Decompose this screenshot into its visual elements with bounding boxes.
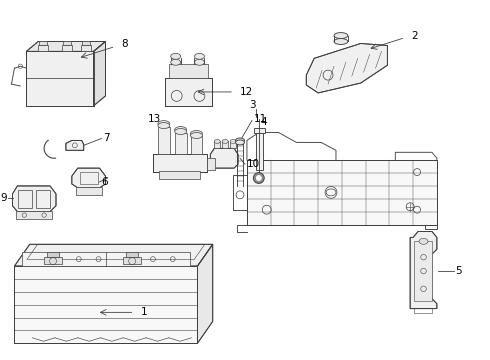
Bar [80, 172, 98, 184]
Text: 2: 2 [411, 31, 418, 41]
Bar [36, 190, 50, 208]
Bar [63, 41, 71, 45]
Ellipse shape [175, 127, 187, 132]
Polygon shape [26, 51, 94, 106]
Bar [81, 45, 91, 51]
Polygon shape [72, 168, 105, 188]
Ellipse shape [158, 123, 170, 129]
Polygon shape [197, 244, 213, 343]
Ellipse shape [158, 121, 170, 127]
Text: 5: 5 [456, 266, 462, 276]
Ellipse shape [175, 129, 187, 135]
Ellipse shape [334, 39, 348, 45]
Ellipse shape [222, 139, 228, 143]
Bar [123, 257, 141, 264]
Polygon shape [94, 41, 105, 106]
Ellipse shape [171, 53, 181, 59]
Bar [222, 141, 228, 148]
Bar [44, 257, 62, 264]
Bar [256, 129, 263, 170]
Ellipse shape [214, 139, 220, 143]
Bar [207, 158, 215, 170]
Bar [82, 41, 90, 45]
Text: 3: 3 [249, 100, 256, 110]
Bar [159, 171, 200, 179]
Ellipse shape [191, 132, 202, 139]
Ellipse shape [195, 53, 204, 59]
Polygon shape [66, 140, 84, 150]
Text: 9: 9 [0, 193, 6, 203]
Bar [17, 211, 52, 219]
Bar [14, 266, 197, 343]
Bar [414, 307, 432, 312]
Bar [230, 141, 236, 148]
Bar [153, 154, 207, 172]
Text: 1: 1 [140, 307, 147, 318]
Polygon shape [410, 231, 437, 309]
Bar [158, 127, 170, 154]
Bar [38, 45, 48, 51]
Bar [165, 78, 212, 106]
Bar [414, 241, 432, 301]
Bar [165, 78, 212, 106]
Polygon shape [210, 148, 238, 168]
Polygon shape [306, 44, 388, 93]
Text: 4: 4 [261, 117, 267, 127]
Circle shape [256, 176, 261, 180]
Text: 10: 10 [247, 159, 260, 169]
Bar [247, 160, 437, 225]
Bar [214, 141, 220, 148]
Bar [62, 45, 72, 51]
Ellipse shape [236, 138, 245, 143]
Bar [23, 252, 190, 266]
Ellipse shape [191, 131, 202, 136]
Text: 12: 12 [240, 87, 253, 97]
Ellipse shape [230, 139, 236, 143]
Ellipse shape [195, 59, 204, 65]
Bar [26, 51, 94, 106]
Polygon shape [14, 244, 213, 266]
Ellipse shape [171, 59, 181, 65]
Bar [425, 225, 437, 229]
Bar [191, 136, 202, 154]
Text: 8: 8 [122, 40, 128, 49]
Bar [47, 252, 59, 257]
Text: 7: 7 [103, 134, 110, 143]
Polygon shape [12, 186, 56, 212]
Bar [175, 132, 187, 154]
Bar [153, 154, 207, 172]
Circle shape [253, 172, 264, 184]
Ellipse shape [236, 140, 245, 145]
Bar [39, 41, 47, 45]
Ellipse shape [334, 33, 348, 39]
Bar [76, 187, 101, 195]
Bar [247, 160, 437, 225]
Polygon shape [14, 266, 197, 343]
Polygon shape [26, 41, 105, 51]
Text: 13: 13 [148, 114, 162, 124]
Bar [169, 64, 208, 78]
Bar [19, 190, 32, 208]
Ellipse shape [419, 238, 428, 244]
Text: 11: 11 [254, 114, 267, 124]
Bar [254, 127, 265, 132]
Text: 6: 6 [101, 177, 108, 187]
Bar [126, 252, 138, 257]
